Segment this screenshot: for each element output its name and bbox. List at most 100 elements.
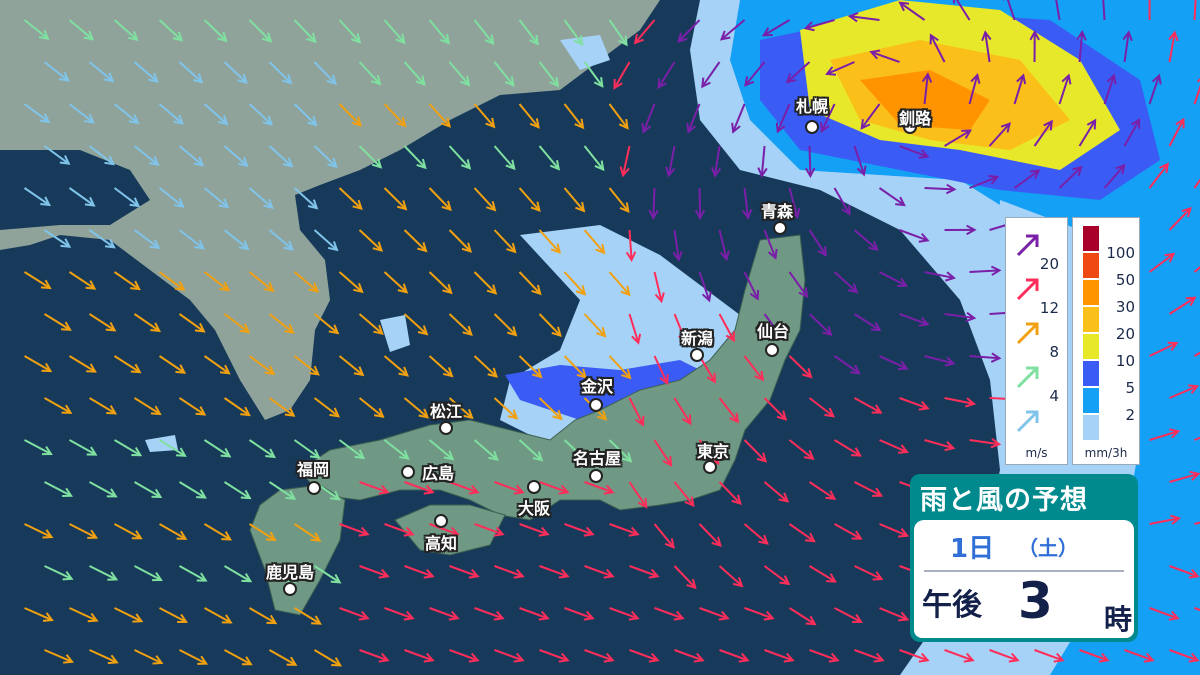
wind-unit: m/s xyxy=(1025,446,1048,460)
wind-arrow xyxy=(833,187,851,216)
city-label: 仙台 xyxy=(756,322,790,341)
wind-arrow xyxy=(743,523,769,545)
wind-arrow xyxy=(449,649,480,663)
city-dot xyxy=(703,460,717,474)
wind-arrow xyxy=(1169,384,1200,399)
wind-arrow xyxy=(404,649,435,663)
wind-arrow xyxy=(673,481,695,508)
wind-arrow xyxy=(989,649,1020,663)
wind-arrow xyxy=(929,33,946,63)
wind-arrow xyxy=(89,397,118,415)
wind-arrow xyxy=(563,19,584,46)
wind-arrow xyxy=(518,103,540,129)
bay xyxy=(0,150,150,230)
wind-arrow xyxy=(1168,30,1179,63)
city-dot xyxy=(589,469,603,483)
rain-legend-swatch xyxy=(1083,280,1099,305)
wind-arrow xyxy=(248,187,274,209)
wind-arrow xyxy=(698,523,722,548)
wind-arrow xyxy=(629,649,660,663)
city-label: 松江 xyxy=(429,402,463,421)
wind-arrow xyxy=(428,355,454,378)
wind-arrow xyxy=(248,19,273,43)
wind-arrow xyxy=(403,229,428,253)
wind-arrow xyxy=(608,103,629,130)
wind-arrow xyxy=(293,271,320,293)
wind-arrow xyxy=(820,103,836,134)
wind-arrow xyxy=(268,313,295,334)
wind-arrow xyxy=(114,439,143,457)
wind-arrow xyxy=(899,229,930,243)
wind-arrow xyxy=(1102,0,1106,21)
wind-arrow xyxy=(869,49,900,63)
wind-arrow xyxy=(203,439,232,458)
wind-arrow xyxy=(448,61,471,87)
wind-arrow xyxy=(710,145,722,178)
wind-arrow xyxy=(494,481,525,495)
wind-arrow xyxy=(718,481,742,506)
forecast-time-box: 1日 （土） 午後 3 時 xyxy=(914,520,1134,638)
wind-arrow xyxy=(584,565,615,579)
wind-arrow xyxy=(203,187,230,209)
forecast-title: 雨と風の予想 xyxy=(920,485,1088,516)
wind-arrow xyxy=(825,61,855,76)
wind-arrow xyxy=(1076,30,1087,63)
wind-arrow xyxy=(448,397,474,420)
wind-arrow xyxy=(834,607,863,624)
wind-arrow xyxy=(584,649,615,663)
wind-arrow xyxy=(428,439,455,461)
wind-arrow xyxy=(563,187,586,213)
wind-arrow xyxy=(449,565,480,579)
wind-arrow xyxy=(313,313,340,335)
wind-arrow xyxy=(88,313,117,332)
wind-arrow xyxy=(313,229,339,252)
wind-arrow xyxy=(383,187,408,211)
wind-arrow xyxy=(564,523,595,537)
wind-arrow xyxy=(641,103,656,134)
wind-arrow xyxy=(359,649,390,663)
wind-arrow xyxy=(899,145,930,159)
wind-arrow xyxy=(43,229,72,248)
city-dot xyxy=(434,514,448,528)
wind-arrow xyxy=(474,523,505,537)
wind-arrow xyxy=(43,313,72,331)
wind-arrow xyxy=(834,523,863,540)
wind-arrow xyxy=(698,271,712,303)
wind-arrow xyxy=(383,19,406,45)
wind-arrow xyxy=(854,397,883,414)
wind-arrow xyxy=(44,649,75,664)
forecast-weekday: （土） xyxy=(1018,536,1078,560)
wind-arrow xyxy=(898,1,926,21)
wind-arrow xyxy=(899,649,930,663)
wind-arrow xyxy=(719,649,750,663)
wind-arrow xyxy=(584,481,615,495)
wind-arrow xyxy=(223,481,252,500)
wind-arrow xyxy=(672,229,683,262)
wind-arrow xyxy=(133,397,162,416)
wind-arrow xyxy=(1148,162,1170,189)
wind-arrow xyxy=(608,19,628,47)
wind-arrow xyxy=(89,481,118,498)
city-label: 青森 xyxy=(760,202,794,221)
wind-arrow xyxy=(224,565,253,583)
wind-arrow xyxy=(428,187,452,212)
wind-arrow xyxy=(493,229,517,254)
wind-legend-value: 4 xyxy=(1049,387,1059,405)
wind-arrow xyxy=(24,523,54,539)
rain-legend-value: 30 xyxy=(1115,298,1135,316)
wind-arrow xyxy=(1013,169,1041,189)
city-label: 鹿児島 xyxy=(265,563,315,582)
wind-arrow xyxy=(518,355,543,379)
wind-arrow xyxy=(1058,165,1083,189)
wind-arrow xyxy=(921,72,933,105)
wind-arrow xyxy=(803,19,835,32)
wind-arrow xyxy=(23,103,51,124)
city-label: 東京 xyxy=(696,442,730,461)
wind-arrow xyxy=(538,397,563,421)
rain-legend-swatch xyxy=(1083,361,1099,386)
wind-arrow xyxy=(428,271,453,295)
wind-arrow xyxy=(113,103,140,125)
wind-arrow xyxy=(268,145,294,168)
wind-arrow xyxy=(808,397,835,418)
wind-arrow xyxy=(293,103,318,127)
